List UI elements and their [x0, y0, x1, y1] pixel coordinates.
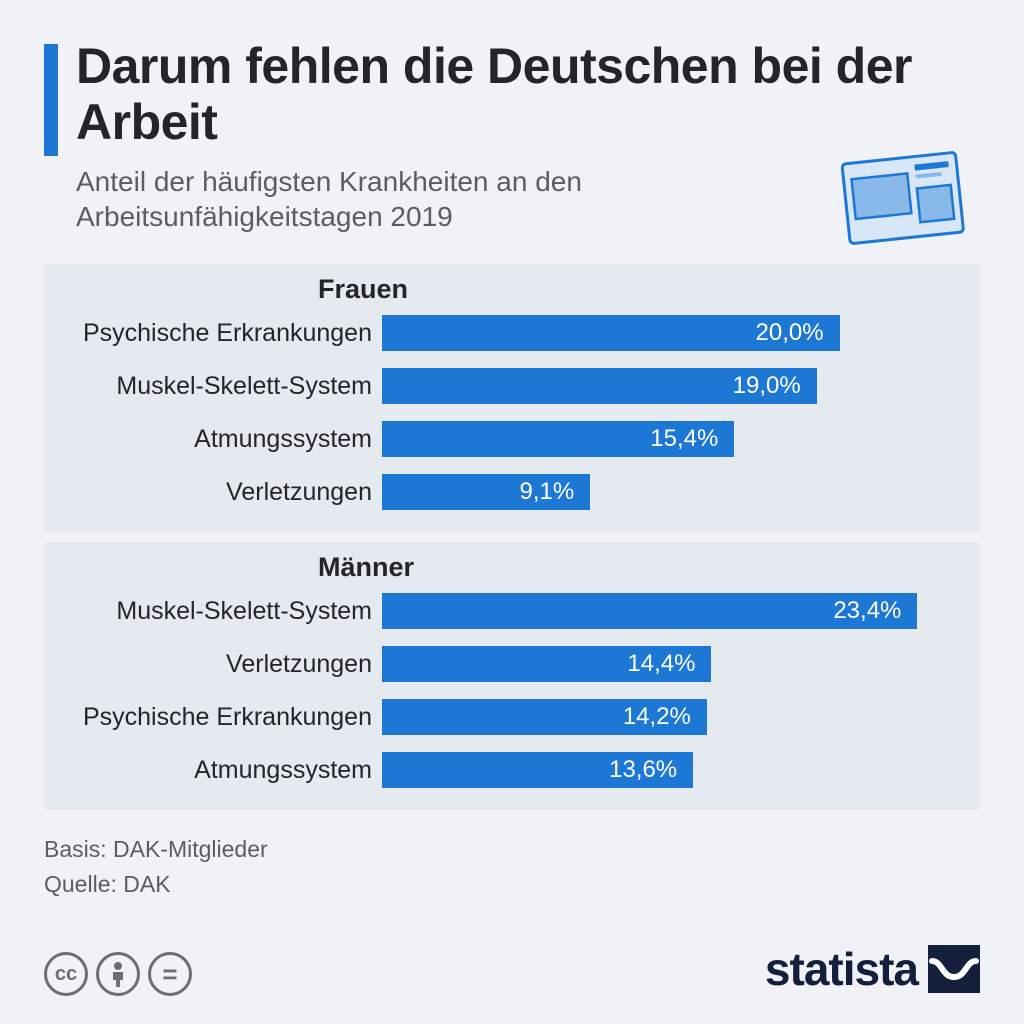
bar-row: Muskel-Skelett-System 19,0% — [70, 364, 954, 408]
source-line: Quelle: DAK — [44, 867, 980, 902]
bar-label: Verletzungen — [70, 650, 382, 679]
bar-row: Atmungssystem 15,4% — [70, 417, 954, 461]
accent-bar — [44, 44, 58, 156]
bar: 9,1% — [382, 474, 590, 510]
bar-label: Atmungssystem — [70, 756, 382, 785]
group-title: Männer — [318, 552, 954, 583]
chart-group: Männer Muskel-Skelett-System 23,4% Verletzu… — [44, 542, 980, 810]
bar-track: 23,4% — [382, 593, 954, 629]
statista-wordmark: statista — [765, 942, 918, 996]
bar-value: 20,0% — [756, 319, 824, 347]
bar-value: 23,4% — [833, 597, 901, 625]
bar-label: Atmungssystem — [70, 425, 382, 454]
statista-wave-icon — [928, 945, 980, 993]
bottom-row: cc = statista — [44, 942, 980, 996]
bar-track: 19,0% — [382, 368, 954, 404]
bar: 13,6% — [382, 752, 693, 788]
bar-value: 14,4% — [627, 650, 695, 678]
bar-label: Psychische Erkrankungen — [70, 703, 382, 732]
bar-label: Muskel-Skelett-System — [70, 597, 382, 626]
chart-group: Frauen Psychische Erkrankungen 20,0% Muskel… — [44, 264, 980, 532]
bar: 20,0% — [382, 315, 840, 351]
group-title: Frauen — [318, 274, 954, 305]
bar-track: 13,6% — [382, 752, 954, 788]
bar-track: 20,0% — [382, 315, 954, 351]
bar-value: 15,4% — [650, 425, 718, 453]
bar-row: Muskel-Skelett-System 23,4% — [70, 589, 954, 633]
bar-track: 14,2% — [382, 699, 954, 735]
page-subtitle: Anteil der häufigsten Krankheiten an den… — [76, 164, 716, 234]
cc-license-icons: cc = — [44, 952, 192, 996]
bar-value: 14,2% — [623, 703, 691, 731]
bar-row: Psychische Erkrankungen 14,2% — [70, 695, 954, 739]
bar-label: Verletzungen — [70, 478, 382, 507]
cc-icon: cc — [44, 952, 88, 996]
bar-value: 19,0% — [733, 372, 801, 400]
bar-track: 14,4% — [382, 646, 954, 682]
chart-area: Frauen Psychische Erkrankungen 20,0% Muskel… — [44, 264, 980, 810]
bar-row: Atmungssystem 13,6% — [70, 748, 954, 792]
bar-label: Psychische Erkrankungen — [70, 319, 382, 348]
bar: 15,4% — [382, 421, 734, 457]
bar: 14,2% — [382, 699, 707, 735]
bar-track: 9,1% — [382, 474, 954, 510]
bar-track: 15,4% — [382, 421, 954, 457]
dashboard-icon — [838, 150, 968, 255]
bar-row: Verletzungen 14,4% — [70, 642, 954, 686]
statista-logo: statista — [765, 942, 980, 996]
by-icon — [96, 952, 140, 996]
footer-text: Basis: DAK-Mitglieder Quelle: DAK — [44, 832, 980, 901]
bar-value: 13,6% — [609, 756, 677, 784]
bar-value: 9,1% — [520, 478, 575, 506]
basis-line: Basis: DAK-Mitglieder — [44, 832, 980, 867]
bar-row: Psychische Erkrankungen 20,0% — [70, 311, 954, 355]
nd-icon: = — [148, 952, 192, 996]
bar: 19,0% — [382, 368, 817, 404]
bar-label: Muskel-Skelett-System — [70, 372, 382, 401]
page-title: Darum fehlen die Deutschen bei der Arbei… — [76, 38, 980, 150]
bar: 23,4% — [382, 593, 917, 629]
bar: 14,4% — [382, 646, 711, 682]
bar-row: Verletzungen 9,1% — [70, 470, 954, 514]
